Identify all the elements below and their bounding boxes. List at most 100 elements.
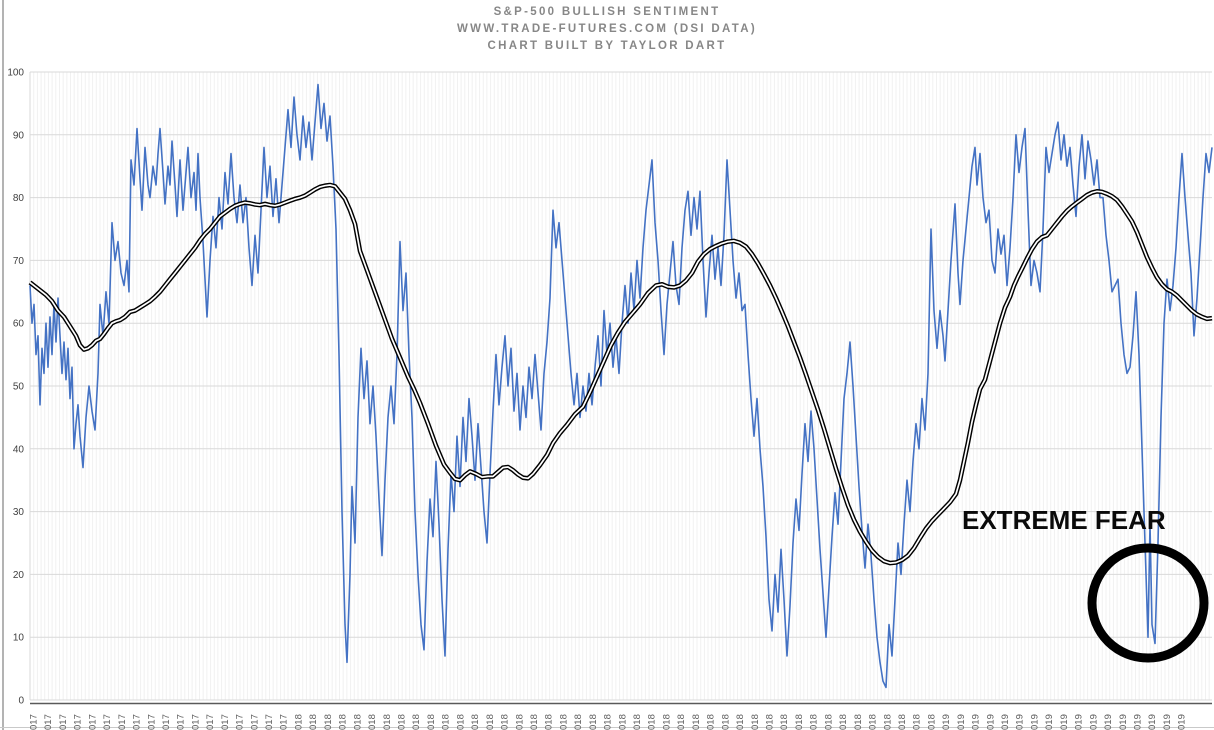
x-axis-tick-label: 018: [691, 714, 702, 730]
y-axis-tick-label: 80: [13, 193, 25, 204]
x-axis-tick-label: 018: [735, 714, 746, 730]
x-axis-tick-label: 017: [279, 714, 290, 730]
x-axis-tick-label: 018: [426, 714, 437, 730]
extreme-fear-label: EXTREME FEAR: [962, 505, 1166, 535]
x-axis-tick-label: 018: [750, 714, 761, 730]
bottom-edge-line: [0, 727, 1214, 728]
y-axis-tick-label: 20: [13, 570, 25, 581]
x-axis-tick-label: 018: [882, 714, 893, 730]
x-axis-tick-label: 018: [441, 714, 452, 730]
x-axis-tick-label: 019: [1147, 714, 1158, 730]
x-axis-tick-label: 017: [190, 714, 201, 730]
x-axis-tick-label: 019: [1177, 714, 1188, 730]
x-axis-tick-label: 019: [1103, 714, 1114, 730]
y-axis-tick-label: 100: [7, 68, 24, 79]
chart-title-line-3: CHART BUILT BY TAYLOR DART: [487, 40, 727, 52]
x-axis-tick-label: 018: [897, 714, 908, 730]
x-axis-tick-label: 019: [1133, 714, 1144, 730]
x-axis-tick-label: 018: [338, 714, 349, 730]
x-axis-tick-label: 018: [853, 714, 864, 730]
x-axis-tick-label: 018: [676, 714, 687, 730]
x-axis-tick-label: 017: [73, 714, 84, 730]
y-axis-tick-label: 50: [13, 382, 25, 393]
x-axis-tick-label: 018: [397, 714, 408, 730]
y-axis-tick-label: 10: [13, 633, 25, 644]
x-axis-tick-label: 019: [1059, 714, 1070, 730]
x-axis-tick-label: 019: [985, 714, 996, 730]
x-axis-tick-label: 018: [485, 714, 496, 730]
x-axis-tick-label: 017: [205, 714, 216, 730]
y-axis-tick-label: 30: [13, 507, 25, 518]
x-axis-tick-label: 019: [971, 714, 982, 730]
chart-title-line-2: WWW.TRADE-FUTURES.COM (DSI DATA): [457, 23, 757, 35]
x-axis-tick-label: 018: [662, 714, 673, 730]
x-axis-tick-label: 018: [323, 714, 334, 730]
x-axis-tick-label: 018: [588, 714, 599, 730]
x-axis-tick-label: 017: [43, 714, 54, 730]
x-axis-tick-label: 018: [779, 714, 790, 730]
x-axis-tick-label: 017: [87, 714, 98, 730]
x-axis-tick-label: 018: [382, 714, 393, 730]
y-axis-tick-label: 90: [13, 130, 25, 141]
x-axis-tick-label: 018: [529, 714, 540, 730]
x-axis-tick-label: 017: [161, 714, 172, 730]
moving-average-line-core: [29, 184, 1213, 564]
x-axis-tick-label: 017: [29, 714, 40, 730]
x-axis-tick-label: 018: [809, 714, 820, 730]
x-axis-tick-label: 018: [294, 714, 305, 730]
x-axis-tick-label: 017: [264, 714, 275, 730]
x-axis-tick-label: 019: [1000, 714, 1011, 730]
y-axis-tick-label: 70: [13, 256, 25, 267]
x-axis-tick-label: 018: [308, 714, 319, 730]
extreme-fear-circle: [1087, 543, 1209, 663]
x-axis-tick-label: 019: [941, 714, 952, 730]
x-axis-tick-label: 019: [956, 714, 967, 730]
x-axis-tick-label: 018: [455, 714, 466, 730]
x-axis-tick-label: 018: [367, 714, 378, 730]
x-axis-tick-label: 018: [603, 714, 614, 730]
x-axis-tick-label: 018: [765, 714, 776, 730]
y-axis-tick-label: 40: [13, 444, 25, 455]
x-axis-tick-label: 018: [720, 714, 731, 730]
x-axis-tick-label: 018: [544, 714, 555, 730]
x-axis-tick-label: 018: [794, 714, 805, 730]
x-axis-tick-label: 019: [1074, 714, 1085, 730]
x-axis-tick-label: 017: [176, 714, 187, 730]
left-edge-line: [2, 0, 4, 730]
x-axis-tick-label: 018: [500, 714, 511, 730]
x-axis-tick-label: 018: [411, 714, 422, 730]
x-axis-tick-label: 019: [1044, 714, 1055, 730]
x-axis-tick-label: 017: [146, 714, 157, 730]
x-axis-tick-label: 019: [1162, 714, 1173, 730]
x-axis-tick-label: 018: [912, 714, 923, 730]
y-axis-tick-label: 0: [18, 696, 24, 707]
x-axis-tick-label: 019: [1088, 714, 1099, 730]
x-axis-tick-label: 017: [117, 714, 128, 730]
x-axis-tick-label: 018: [352, 714, 363, 730]
x-axis-tick-label: 018: [514, 714, 525, 730]
x-axis-tick-label: 017: [235, 714, 246, 730]
x-axis-tick-label: 018: [926, 714, 937, 730]
x-axis-tick-label: 018: [706, 714, 717, 730]
x-axis-tick-label: 017: [249, 714, 260, 730]
x-axis-tick-label: 018: [647, 714, 658, 730]
x-axis-tick-label: 017: [220, 714, 231, 730]
x-axis-tick-label: 018: [632, 714, 643, 730]
y-axis-tick-label: 60: [13, 319, 25, 330]
x-axis-tick-label: 018: [868, 714, 879, 730]
x-axis-tick-label: 019: [1118, 714, 1129, 730]
x-axis-tick-label: 019: [1030, 714, 1041, 730]
x-axis-tick-label: 018: [823, 714, 834, 730]
x-axis-tick-label: 018: [558, 714, 569, 730]
x-axis-tick-label: 017: [102, 714, 113, 730]
chart-title-line-1: S&P-500 BULLISH SENTIMENT: [493, 6, 721, 18]
x-axis-tick-label: 017: [132, 714, 143, 730]
x-axis-tick-label: 018: [470, 714, 481, 730]
x-axis-tick-label: 018: [838, 714, 849, 730]
x-axis-tick-label: 018: [617, 714, 628, 730]
x-axis-tick-label: 018: [573, 714, 584, 730]
chart-title-block: S&P-500 BULLISH SENTIMENT WWW.TRADE-FUTU…: [0, 4, 1214, 55]
daily-sentiment-line: [29, 83, 1213, 689]
